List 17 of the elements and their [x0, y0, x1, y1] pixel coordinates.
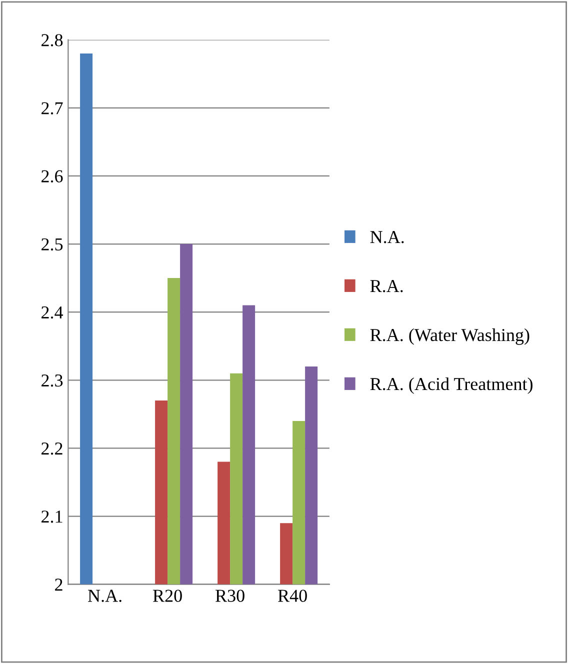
legend-label: R.A.	[370, 280, 403, 292]
y-tick-label: 2.8	[42, 34, 63, 46]
legend-label: R.A. (Acid Treatment)	[370, 377, 532, 394]
y-tick-label: 2	[55, 578, 62, 591]
y-tick-label: 2.2	[42, 442, 62, 455]
y-tick-label: 2.5	[42, 238, 63, 251]
x-tick-label: R20	[153, 590, 182, 602]
x-tick-label: R40	[278, 590, 307, 602]
y-tick-label: 2.7	[42, 102, 63, 114]
x-tick-label: N.A.	[88, 590, 122, 602]
y-tick-label: 2.1	[42, 510, 62, 523]
y-tick-label: 2.4	[42, 306, 64, 319]
y-tick-label: 2.3	[42, 374, 63, 387]
x-tick-label: R30	[216, 590, 244, 602]
legend-label: N.A.	[370, 231, 404, 244]
legend-label: R.A. (Water Washing)	[370, 328, 530, 345]
y-tick-label: 2.6	[42, 170, 63, 182]
